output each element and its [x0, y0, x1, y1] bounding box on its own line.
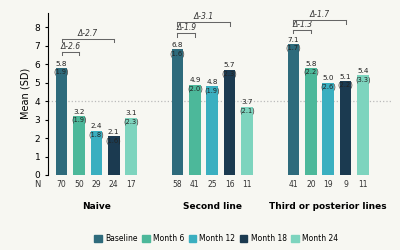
- Text: 9: 9: [343, 180, 348, 189]
- Text: 58: 58: [173, 180, 182, 189]
- Text: (2.3): (2.3): [222, 71, 238, 77]
- Text: Δ-3.1: Δ-3.1: [194, 12, 214, 21]
- Text: (2.2): (2.2): [303, 69, 319, 75]
- Text: (1.6): (1.6): [170, 50, 185, 57]
- Text: 20: 20: [306, 180, 316, 189]
- Text: (1.9): (1.9): [54, 69, 69, 75]
- Text: Second line: Second line: [183, 202, 242, 211]
- Text: (2.2): (2.2): [338, 82, 354, 88]
- Legend: Baseline, Month 6, Month 12, Month 18, Month 24: Baseline, Month 6, Month 12, Month 18, M…: [91, 231, 341, 246]
- Text: 70: 70: [57, 180, 66, 189]
- Text: N: N: [34, 180, 40, 189]
- Text: (1.6): (1.6): [106, 137, 122, 144]
- Text: 24: 24: [109, 180, 118, 189]
- Text: (3.3): (3.3): [355, 76, 371, 83]
- Text: Third or posterior lines: Third or posterior lines: [270, 202, 387, 211]
- Text: 25: 25: [208, 180, 217, 189]
- Text: 50: 50: [74, 180, 84, 189]
- Text: Δ-1.9: Δ-1.9: [176, 23, 196, 32]
- Text: Δ-2.7: Δ-2.7: [78, 29, 98, 38]
- Text: (1.9): (1.9): [71, 117, 87, 123]
- Bar: [288, 44, 299, 175]
- Text: (1.8): (1.8): [88, 132, 104, 138]
- Text: (2.3): (2.3): [123, 119, 139, 125]
- Text: 5.7: 5.7: [224, 62, 236, 68]
- Text: 11: 11: [358, 180, 368, 189]
- Bar: [305, 68, 317, 175]
- Text: 11: 11: [242, 180, 252, 189]
- Text: 41: 41: [190, 180, 200, 189]
- Bar: [189, 84, 201, 175]
- Text: 41: 41: [289, 180, 298, 189]
- Text: 5.8: 5.8: [56, 60, 67, 66]
- Bar: [322, 83, 334, 175]
- Text: (2.1): (2.1): [239, 108, 255, 114]
- Text: (2.0): (2.0): [187, 86, 203, 92]
- Y-axis label: Mean (SD): Mean (SD): [20, 68, 30, 120]
- Text: 5.0: 5.0: [322, 76, 334, 82]
- Bar: [56, 68, 67, 175]
- Text: 3.2: 3.2: [73, 108, 85, 114]
- Text: 29: 29: [92, 180, 101, 189]
- Bar: [206, 86, 218, 175]
- Bar: [90, 131, 102, 175]
- Bar: [357, 75, 369, 175]
- Text: 3.1: 3.1: [125, 110, 137, 116]
- Bar: [108, 136, 120, 175]
- Text: 17: 17: [126, 180, 136, 189]
- Text: 5.4: 5.4: [357, 68, 369, 74]
- Text: Δ-1.7: Δ-1.7: [310, 10, 330, 19]
- Bar: [172, 50, 183, 175]
- Text: Δ-2.6: Δ-2.6: [60, 42, 80, 51]
- Bar: [241, 107, 253, 175]
- Bar: [340, 81, 352, 175]
- Text: 16: 16: [225, 180, 234, 189]
- Bar: [125, 118, 137, 175]
- Text: 3.7: 3.7: [241, 100, 253, 105]
- Text: (2.6): (2.6): [320, 84, 336, 90]
- Text: 4.8: 4.8: [206, 79, 218, 85]
- Text: 7.1: 7.1: [288, 36, 299, 43]
- Text: Δ-1.3: Δ-1.3: [292, 20, 312, 28]
- Text: 6.8: 6.8: [172, 42, 183, 48]
- Text: 2.1: 2.1: [108, 129, 120, 135]
- Bar: [73, 116, 85, 175]
- Text: 19: 19: [324, 180, 333, 189]
- Text: (1.7): (1.7): [286, 45, 301, 51]
- Text: 5.8: 5.8: [305, 60, 316, 66]
- Text: 2.4: 2.4: [90, 124, 102, 130]
- Text: (1.9): (1.9): [204, 87, 220, 94]
- Text: 4.9: 4.9: [189, 77, 201, 83]
- Text: Naive: Naive: [82, 202, 111, 211]
- Bar: [224, 70, 236, 175]
- Text: 5.1: 5.1: [340, 74, 351, 80]
